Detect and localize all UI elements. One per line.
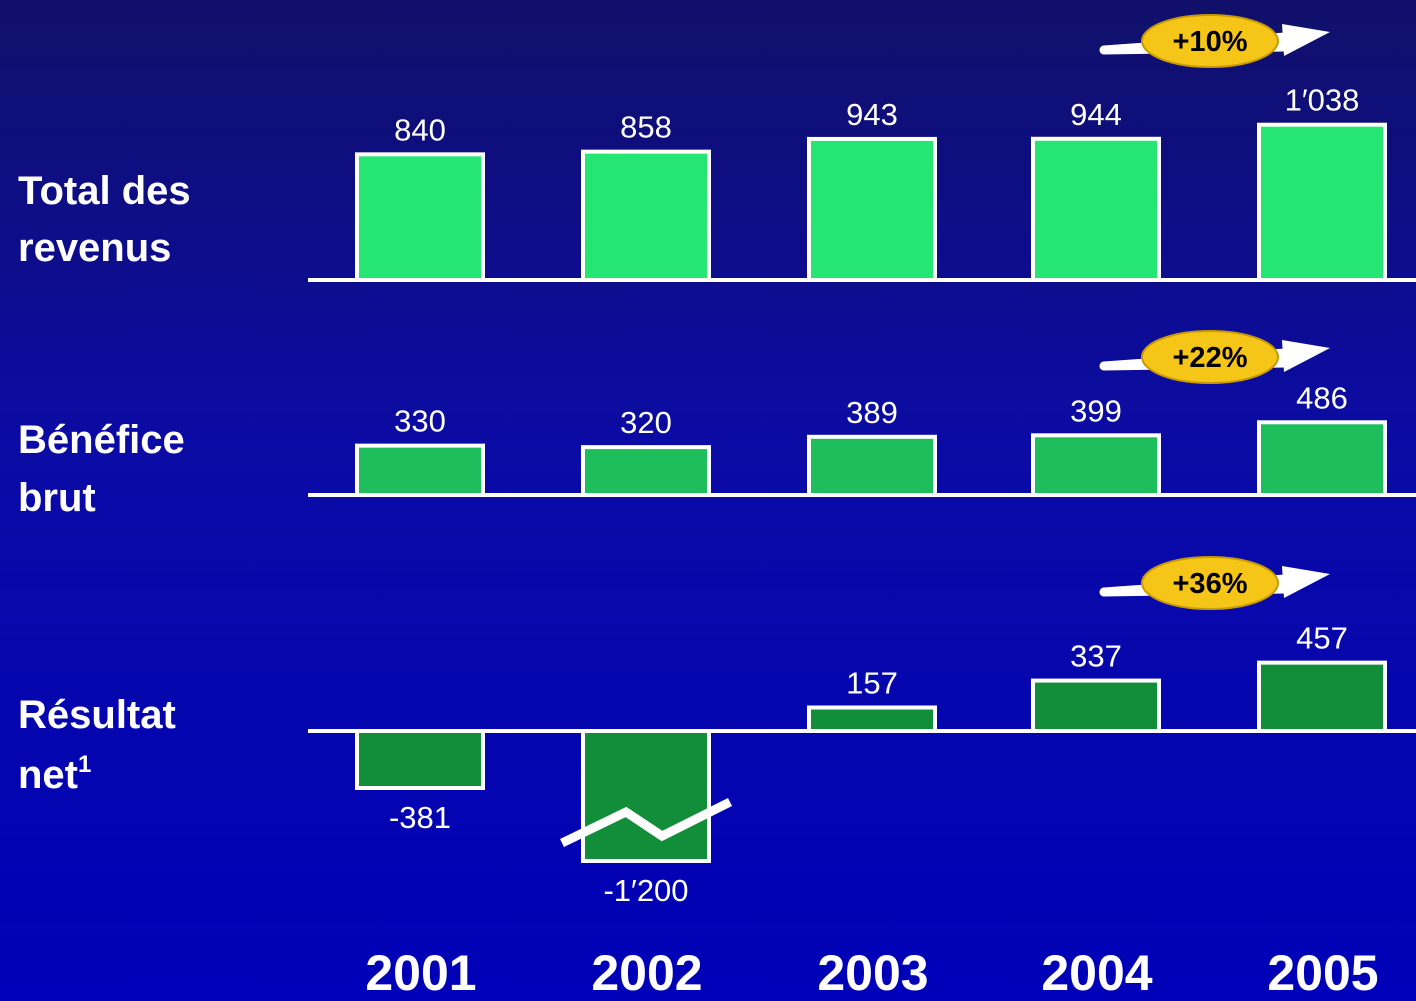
growth-badge-benefice: [1141, 330, 1279, 384]
bar-revenus-2003: [807, 136, 937, 282]
growth-arrow-head: [1282, 566, 1330, 598]
value-label-resultat-2003: 157: [846, 666, 898, 701]
panel-revenus: 840 858 943 944 1′038 +10%: [308, 14, 1416, 283]
year-label-2004: 2004: [1041, 945, 1152, 1001]
value-label-benefice-2001: 330: [394, 404, 446, 439]
value-label-revenus-2005: 1′038: [1285, 83, 1360, 118]
row-label-benefice-line2: brut: [18, 476, 96, 520]
value-label-resultat-2001: -381: [389, 800, 451, 835]
row-label-benefice-line1: Bénéfice: [18, 418, 185, 462]
axis-break-marker: [560, 797, 733, 848]
panel-resultat: -381 -1′200 157 337 457 +36%: [308, 556, 1416, 908]
value-label-revenus-2002: 858: [620, 110, 672, 145]
growth-badge-revenus: [1141, 14, 1279, 68]
growth-label-revenus: +10%: [1173, 26, 1248, 58]
value-label-revenus-2004: 944: [1070, 97, 1122, 132]
value-label-benefice-2003: 389: [846, 395, 898, 430]
growth-arrow-head: [1282, 340, 1330, 372]
year-label-2002: 2002: [591, 945, 702, 1001]
growth-arrow-resultat: +36%: [1099, 556, 1330, 610]
row-labels: Total des revenus Bénéfice brut Résultat…: [18, 169, 191, 797]
year-label-2001: 2001: [365, 945, 476, 1001]
bar-revenus-2001: [355, 152, 485, 282]
value-label-resultat-2002: -1′200: [603, 873, 688, 908]
value-label-revenus-2001: 840: [394, 112, 446, 147]
value-label-benefice-2002: 320: [620, 405, 672, 440]
row-label-revenus-line1: Total des: [18, 169, 191, 213]
bar-resultat-2002: [581, 729, 711, 863]
bar-resultat-2005: [1257, 660, 1387, 734]
bar-revenus-2005: [1257, 122, 1387, 283]
bar-resultat-2004: [1031, 678, 1161, 733]
growth-arrow-revenus: +10%: [1099, 14, 1330, 68]
row-label-resultat-line2: net1: [18, 751, 91, 797]
year-labels: 2001 2002 2003 2004 2005: [365, 945, 1378, 1001]
value-label-resultat-2004: 337: [1070, 639, 1122, 674]
row-label-resultat-line1: Résultat: [18, 693, 176, 737]
year-label-2003: 2003: [817, 945, 928, 1001]
value-label-benefice-2004: 399: [1070, 393, 1122, 428]
bar-resultat-2003: [807, 705, 937, 734]
bar-resultat-2001: [355, 729, 485, 790]
year-label-2005: 2005: [1267, 945, 1378, 1001]
row-label-resultat-text: net: [18, 753, 78, 797]
bar-benefice-2002: [581, 445, 711, 497]
value-label-revenus-2003: 943: [846, 97, 898, 132]
row-label-revenus-line2: revenus: [18, 226, 171, 270]
row-label-resultat-footnote: 1: [78, 751, 91, 778]
value-label-resultat-2005: 457: [1296, 621, 1348, 656]
growth-label-benefice: +22%: [1173, 342, 1248, 374]
growth-arrow-head: [1282, 24, 1330, 56]
chart-marks: 840 858 943 944 1′038 +10% 330 320 389 399 486 +22%…: [308, 14, 1416, 908]
bar-benefice-2003: [807, 434, 937, 498]
bar-revenus-2002: [581, 149, 711, 282]
bar-benefice-2005: [1257, 420, 1387, 497]
growth-badge-resultat: [1141, 556, 1279, 610]
bar-revenus-2004: [1031, 136, 1161, 282]
growth-label-resultat: +36%: [1173, 568, 1248, 600]
value-label-benefice-2005: 486: [1296, 380, 1348, 415]
growth-arrow-benefice: +22%: [1099, 330, 1330, 384]
bar-benefice-2001: [355, 443, 485, 497]
panel-benefice: 330 320 389 399 486 +22%: [308, 330, 1416, 498]
bar-benefice-2004: [1031, 433, 1161, 497]
